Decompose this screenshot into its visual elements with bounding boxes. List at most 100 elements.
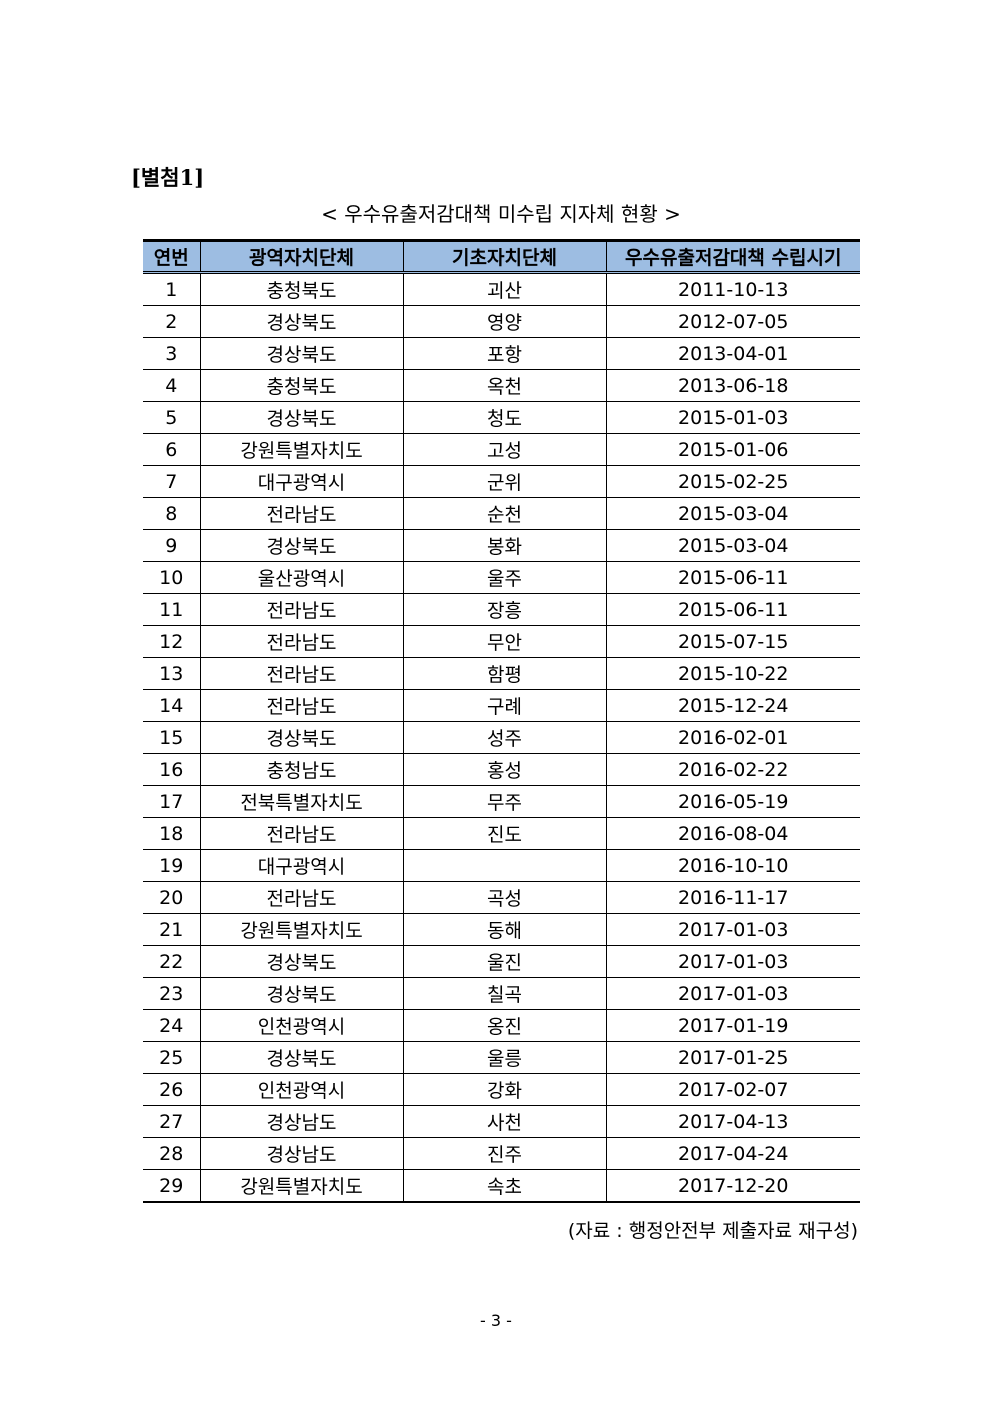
table-header-row: 연번 광역자치단체 기초자치단체 우수유출저감대책 수립시기 [143, 239, 860, 274]
table-row: 8 전라남도 순천 2015-03-04 [143, 497, 860, 530]
cell-no: 19 [143, 849, 201, 882]
cell-local: 고성 [402, 433, 607, 466]
table-row: 6 강원특별자치도 고성 2015-01-06 [143, 433, 860, 466]
cell-local: 옹진 [402, 1009, 607, 1042]
cell-metro: 강원특별자치도 [199, 433, 404, 466]
cell-date: 2017-01-25 [605, 1041, 860, 1074]
cell-local: 청도 [402, 401, 607, 434]
table-row: 10 울산광역시 울주 2015-06-11 [143, 561, 860, 594]
cell-metro: 인천광역시 [199, 1073, 404, 1106]
cell-date: 2016-10-10 [605, 849, 860, 882]
table-row: 23 경상북도 칠곡 2017-01-03 [143, 977, 860, 1010]
cell-metro: 대구광역시 [199, 849, 404, 882]
table-row: 21 강원특별자치도 동해 2017-01-03 [143, 913, 860, 946]
cell-metro: 충청남도 [199, 753, 404, 786]
cell-local: 울릉 [402, 1041, 607, 1074]
table-row: 17 전북특별자치도 무주 2016-05-19 [143, 785, 860, 818]
page-number: - 3 - [480, 1311, 512, 1330]
cell-date: 2017-01-19 [605, 1009, 860, 1042]
cell-local: 순천 [402, 497, 607, 530]
cell-date: 2017-01-03 [605, 945, 860, 978]
cell-metro: 충청북도 [199, 272, 404, 306]
table-row: 25 경상북도 울릉 2017-01-25 [143, 1041, 860, 1074]
cell-local: 구례 [402, 689, 607, 722]
cell-no: 27 [143, 1105, 201, 1138]
table-title: < 우수유출저감대책 미수립 지자체 현황 > [321, 202, 681, 226]
cell-metro: 전라남도 [199, 817, 404, 850]
table-row: 29 강원특별자치도 속초 2017-12-20 [143, 1169, 860, 1203]
cell-metro: 전라남도 [199, 689, 404, 722]
cell-date: 2017-04-24 [605, 1137, 860, 1170]
cell-no: 2 [143, 305, 201, 338]
cell-local: 영양 [402, 305, 607, 338]
cell-metro: 전북특별자치도 [199, 785, 404, 818]
cell-no: 9 [143, 529, 201, 562]
cell-no: 6 [143, 433, 201, 466]
cell-local: 강화 [402, 1073, 607, 1106]
cell-no: 29 [143, 1169, 201, 1203]
cell-local: 무안 [402, 625, 607, 658]
table-row: 7 대구광역시 군위 2015-02-25 [143, 465, 860, 498]
cell-no: 15 [143, 721, 201, 754]
table-row: 24 인천광역시 옹진 2017-01-19 [143, 1009, 860, 1042]
cell-date: 2017-02-07 [605, 1073, 860, 1106]
attachment-label: [별첨1] [131, 165, 205, 190]
cell-local: 옥천 [402, 369, 607, 402]
cell-local: 동해 [402, 913, 607, 946]
cell-no: 24 [143, 1009, 201, 1042]
cell-local: 진주 [402, 1137, 607, 1170]
cell-no: 10 [143, 561, 201, 594]
cell-date: 2016-11-17 [605, 881, 860, 914]
cell-no: 4 [143, 369, 201, 402]
cell-metro: 경상남도 [199, 1137, 404, 1170]
cell-date: 2015-06-11 [605, 561, 860, 594]
cell-date: 2016-02-22 [605, 753, 860, 786]
cell-local: 무주 [402, 785, 607, 818]
cell-date: 2017-04-13 [605, 1105, 860, 1138]
cell-local: 진도 [402, 817, 607, 850]
cell-metro: 경상북도 [199, 401, 404, 434]
cell-no: 23 [143, 977, 201, 1010]
table-row: 18 전라남도 진도 2016-08-04 [143, 817, 860, 850]
cell-local [402, 849, 607, 882]
cell-no: 26 [143, 1073, 201, 1106]
cell-date: 2015-01-06 [605, 433, 860, 466]
cell-date: 2011-10-13 [605, 272, 860, 306]
table-row: 16 충청남도 홍성 2016-02-22 [143, 753, 860, 786]
cell-local: 함평 [402, 657, 607, 690]
cell-no: 22 [143, 945, 201, 978]
cell-metro: 경상북도 [199, 945, 404, 978]
cell-no: 16 [143, 753, 201, 786]
header-local: 기초자치단체 [402, 239, 607, 274]
cell-date: 2015-01-03 [605, 401, 860, 434]
cell-no: 5 [143, 401, 201, 434]
table-row: 20 전라남도 곡성 2016-11-17 [143, 881, 860, 914]
cell-metro: 전라남도 [199, 657, 404, 690]
cell-local: 홍성 [402, 753, 607, 786]
cell-date: 2017-12-20 [605, 1169, 860, 1203]
cell-local: 칠곡 [402, 977, 607, 1010]
header-metro: 광역자치단체 [199, 239, 404, 274]
table-row: 1 충청북도 괴산 2011-10-13 [143, 272, 860, 306]
cell-date: 2016-08-04 [605, 817, 860, 850]
cell-metro: 경상북도 [199, 529, 404, 562]
cell-local: 울진 [402, 945, 607, 978]
table-row: 13 전라남도 함평 2015-10-22 [143, 657, 860, 690]
cell-metro: 전라남도 [199, 881, 404, 914]
cell-no: 13 [143, 657, 201, 690]
cell-no: 7 [143, 465, 201, 498]
cell-local: 성주 [402, 721, 607, 754]
cell-date: 2017-01-03 [605, 913, 860, 946]
cell-no: 14 [143, 689, 201, 722]
cell-metro: 경상북도 [199, 977, 404, 1010]
cell-metro: 전라남도 [199, 497, 404, 530]
table-row: 26 인천광역시 강화 2017-02-07 [143, 1073, 860, 1106]
cell-no: 3 [143, 337, 201, 370]
cell-metro: 강원특별자치도 [199, 1169, 404, 1203]
cell-date: 2015-10-22 [605, 657, 860, 690]
cell-metro: 강원특별자치도 [199, 913, 404, 946]
cell-local: 장흥 [402, 593, 607, 626]
cell-no: 12 [143, 625, 201, 658]
table-row: 22 경상북도 울진 2017-01-03 [143, 945, 860, 978]
cell-local: 포항 [402, 337, 607, 370]
